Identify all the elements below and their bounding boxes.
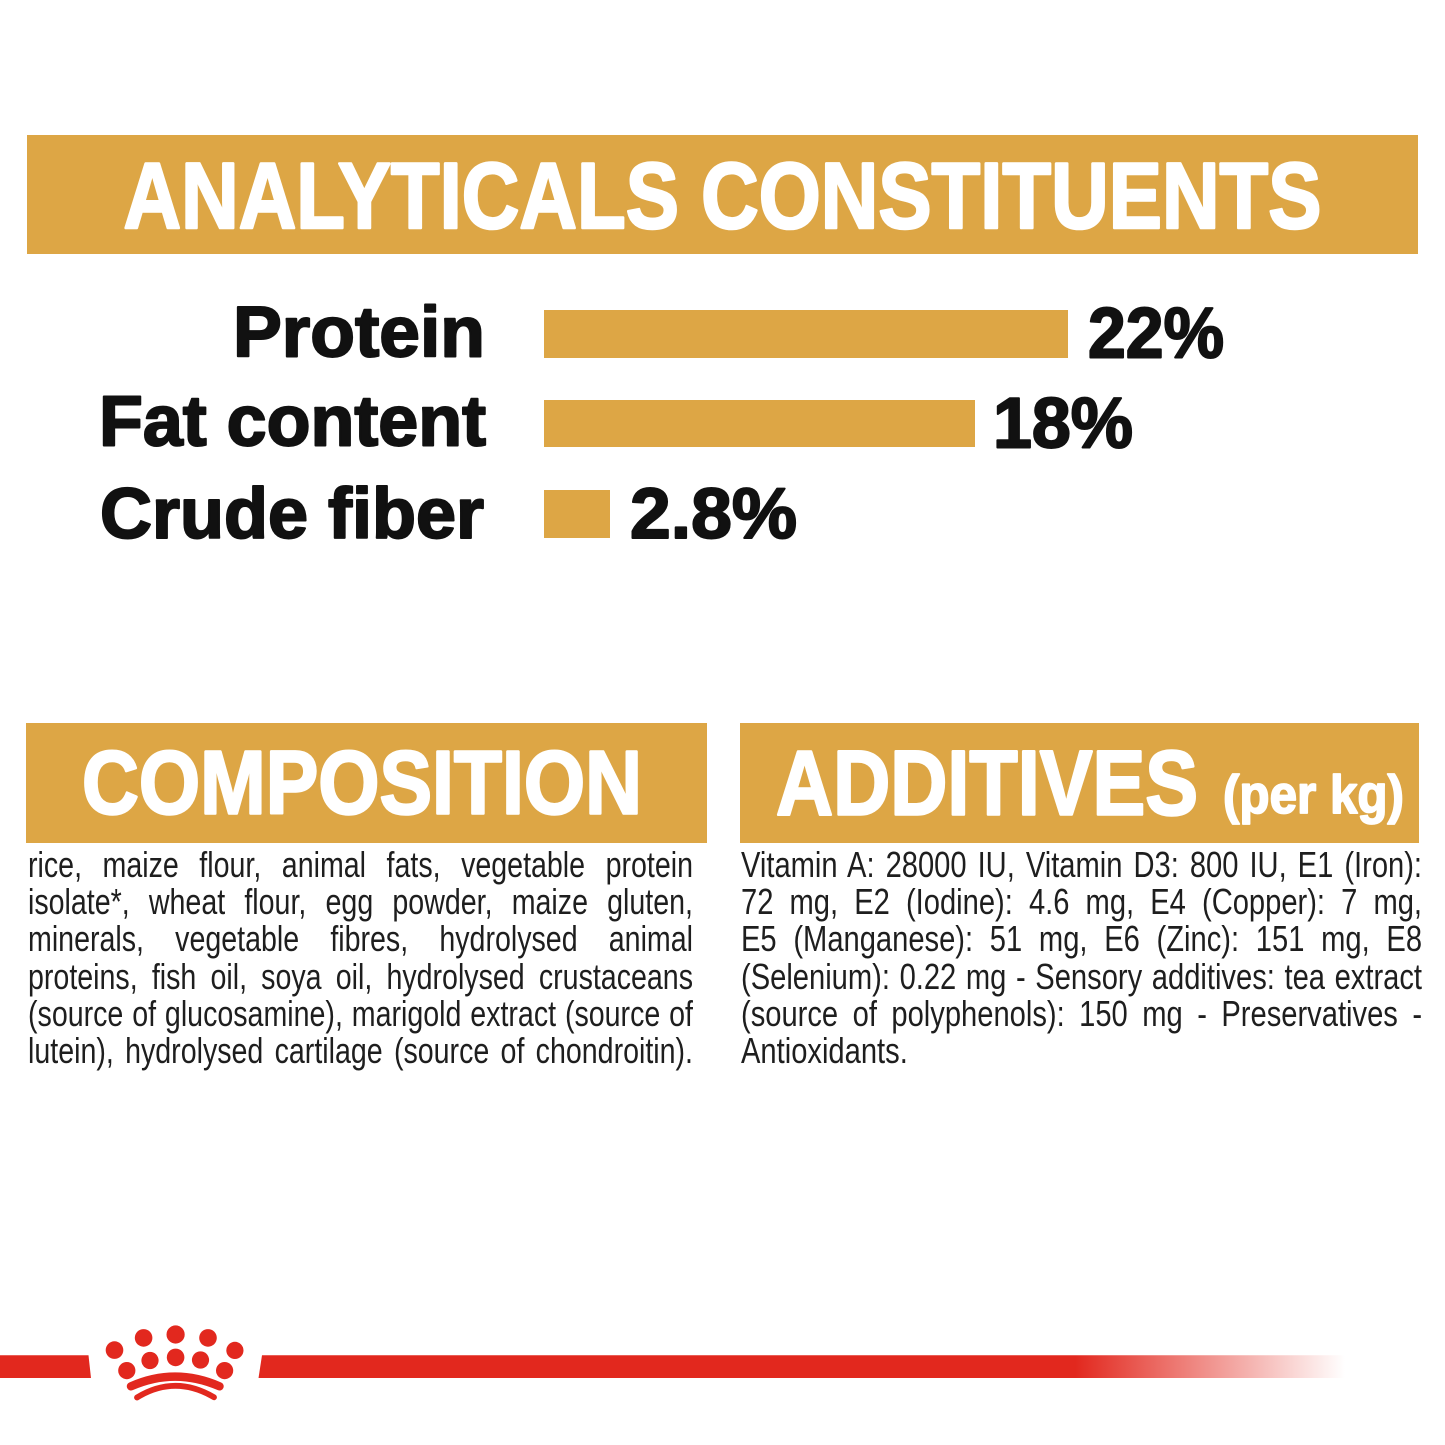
svg-text:COMPOSITION: COMPOSITION xyxy=(82,733,642,834)
svg-text:ADDITIVES: ADDITIVES xyxy=(776,732,1198,834)
svg-text:2.8%: 2.8% xyxy=(630,475,797,554)
svg-text:22%: 22% xyxy=(1088,295,1224,374)
svg-text:ANALYTICALS CONSTITUENTS: ANALYTICALS CONSTITUENTS xyxy=(124,143,1322,248)
svg-text:Protein: Protein xyxy=(233,293,485,372)
svg-text:(per kg): (per kg) xyxy=(1223,765,1404,825)
svg-text:Crude fiber: Crude fiber xyxy=(100,475,484,554)
svg-text:18%: 18% xyxy=(993,385,1133,464)
svg-text:Fat content: Fat content xyxy=(99,383,486,462)
